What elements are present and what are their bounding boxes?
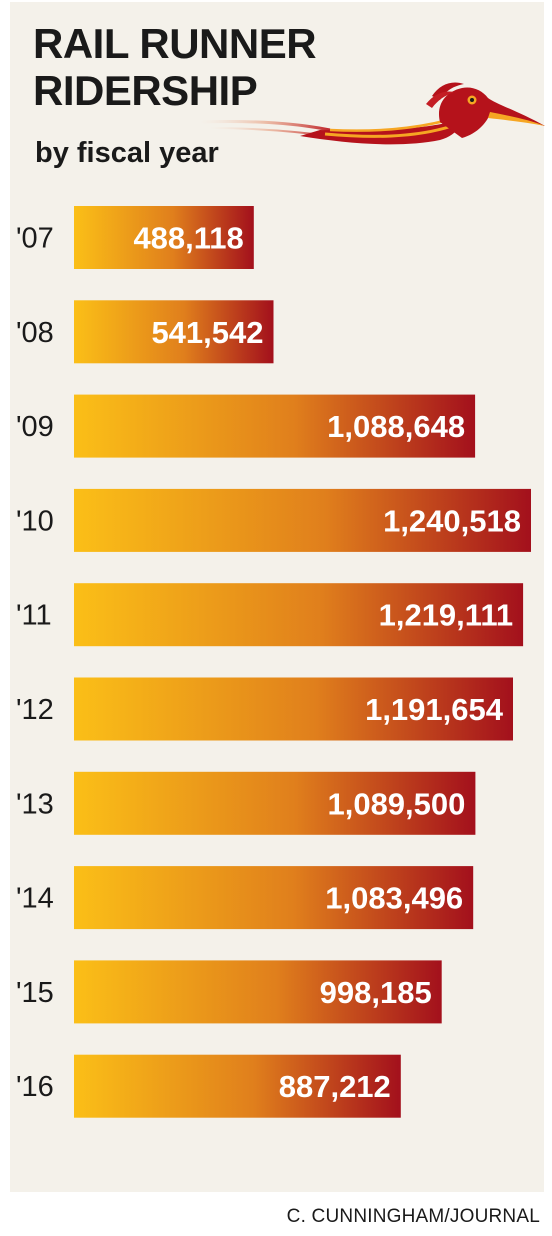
bar-8 — [74, 960, 442, 1024]
value-label: 541,542 — [151, 315, 263, 350]
bar-1 — [74, 300, 274, 364]
year-label: '14 — [16, 883, 54, 915]
year-label: '15 — [16, 977, 54, 1009]
year-label: '16 — [16, 1071, 54, 1103]
year-label: '09 — [16, 411, 54, 443]
value-label: 488,118 — [133, 221, 243, 256]
bars-group: '07 488,118 '08 541,542 '09 1,088,648 '10 1,240… — [16, 206, 531, 1118]
year-label: '11 — [16, 600, 52, 632]
value-label: 1,088,648 — [327, 409, 465, 444]
value-label: 1,240,518 — [383, 503, 521, 538]
year-label: '12 — [16, 694, 54, 726]
bar-5 — [74, 677, 513, 741]
value-label: 998,185 — [320, 975, 432, 1010]
bar-9 — [74, 1054, 401, 1118]
bar-0 — [74, 206, 254, 269]
value-label: 1,083,496 — [325, 881, 463, 916]
value-label: 1,089,500 — [327, 786, 465, 821]
value-label: 887,212 — [279, 1069, 391, 1104]
title-line-1: RAIL RUNNER — [33, 20, 317, 67]
roadrunner-icon — [200, 82, 545, 145]
value-label: 1,191,654 — [365, 692, 504, 727]
bar-4 — [74, 583, 524, 647]
chart-title: RAIL RUNNER RIDERSHIP — [33, 20, 317, 114]
bar-6 — [74, 771, 476, 835]
title-line-2: RIDERSHIP — [33, 67, 258, 114]
credit-line: C. CUNNINGHAM/JOURNAL — [286, 1206, 540, 1227]
year-label: '10 — [16, 505, 54, 537]
bar-7 — [74, 866, 474, 930]
year-label: '13 — [16, 788, 54, 820]
year-label: '07 — [16, 223, 54, 255]
bar-3 — [74, 488, 531, 552]
year-label: '08 — [16, 317, 54, 349]
bar-2 — [74, 394, 476, 458]
chart-subtitle: by fiscal year — [35, 137, 219, 169]
value-label: 1,219,111 — [379, 598, 514, 633]
